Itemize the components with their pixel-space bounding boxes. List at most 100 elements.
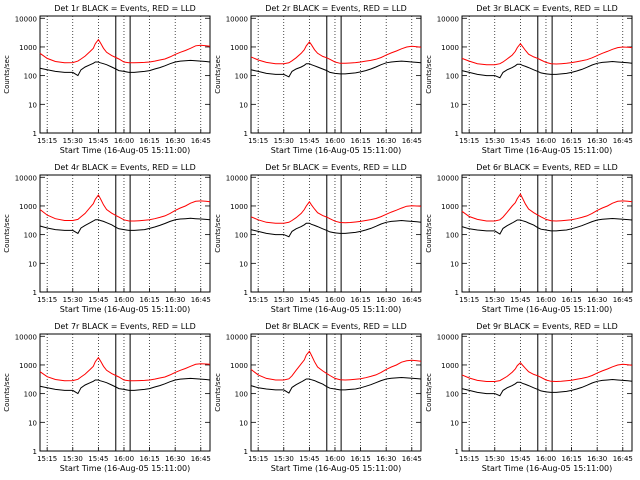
y-tick-label: 1000	[19, 203, 37, 211]
series-line-events	[461, 217, 633, 235]
x-tick-label: 16:15	[139, 296, 159, 304]
y-tick-label: 100	[235, 391, 248, 399]
y-tick-label: 1	[244, 448, 248, 456]
x-tick-label: 16:30	[376, 455, 396, 463]
series-line-events	[250, 60, 422, 78]
x-tick-label: 16:15	[561, 296, 581, 304]
y-tick-label: 10000	[437, 333, 459, 341]
plot-frame	[250, 333, 422, 452]
y-tick-label: 100	[446, 73, 459, 81]
x-tick-label: 15:15	[248, 296, 268, 304]
chart-title: Det 8r BLACK = Events, RED = LLD	[265, 322, 407, 331]
x-tick-label: 15:15	[37, 296, 57, 304]
y-tick-label: 100	[235, 73, 248, 81]
y-tick-label: 10000	[437, 174, 459, 182]
x-tick-label: 16:45	[613, 137, 633, 145]
x-axis-label: Start Time (16-Aug-05 15:11:00)	[482, 305, 613, 314]
y-tick-label: 100	[235, 232, 248, 240]
chart-title: Det 5r BLACK = Events, RED = LLD	[265, 163, 407, 172]
x-tick-label: 15:30	[274, 455, 294, 463]
x-tick-label: 15:30	[63, 455, 83, 463]
x-tick-label: 15:45	[299, 137, 319, 145]
series-line-events	[461, 60, 633, 79]
y-tick-label: 1000	[230, 203, 248, 211]
x-tick-label: 15:15	[37, 137, 57, 145]
x-tick-label: 15:45	[510, 296, 530, 304]
x-tick-label: 16:00	[114, 296, 134, 304]
y-tick-label: 100	[24, 391, 37, 399]
y-tick-label: 10	[239, 260, 248, 268]
series-line-events	[461, 378, 633, 397]
x-tick-label: 16:45	[191, 137, 211, 145]
x-tick-label: 16:00	[325, 296, 345, 304]
x-tick-label: 16:30	[376, 137, 396, 145]
y-tick-label: 1	[244, 130, 248, 138]
chart-panel: Det 8r BLACK = Events, RED = LLD 15:15 15:…	[214, 322, 422, 473]
series-line-lld	[39, 356, 211, 382]
chart-panel: Det 7r BLACK = Events, RED = LLD 15:15 15:…	[3, 322, 211, 473]
x-tick-label: 16:15	[350, 296, 370, 304]
y-tick-label: 10000	[437, 15, 459, 23]
x-axis-label: Start Time (16-Aug-05 15:11:00)	[482, 464, 613, 473]
y-axis-label: Counts/sec	[3, 373, 11, 412]
x-tick-label: 16:00	[325, 137, 345, 145]
y-tick-label: 1	[33, 130, 37, 138]
x-axis-label: Start Time (16-Aug-05 15:11:00)	[482, 146, 613, 155]
y-tick-label: 1000	[441, 362, 459, 370]
plot-frame	[39, 333, 211, 452]
chart-panel: Det 5r BLACK = Events, RED = LLD 15:15 15:…	[214, 163, 422, 314]
series-line-events	[250, 376, 422, 394]
x-tick-label: 16:45	[191, 455, 211, 463]
series-line-events	[39, 377, 211, 395]
x-tick-label: 16:00	[536, 296, 556, 304]
x-tick-label: 15:15	[37, 455, 57, 463]
x-tick-label: 16:45	[402, 296, 422, 304]
y-tick-label: 10	[28, 101, 37, 109]
x-tick-label: 15:30	[485, 137, 505, 145]
x-tick-label: 16:45	[613, 455, 633, 463]
y-tick-label: 10	[28, 260, 37, 268]
chart-title: Det 9r BLACK = Events, RED = LLD	[476, 322, 618, 331]
y-tick-label: 1	[244, 289, 248, 297]
y-tick-label: 10000	[226, 15, 248, 23]
y-axis-label: Counts/sec	[214, 373, 222, 412]
y-tick-label: 10	[450, 260, 459, 268]
y-tick-label: 10	[28, 419, 37, 427]
x-axis-label: Start Time (16-Aug-05 15:11:00)	[60, 305, 191, 314]
y-tick-label: 1	[33, 289, 37, 297]
series-line-lld	[250, 41, 422, 65]
plot-frame	[39, 174, 211, 293]
x-tick-label: 16:30	[376, 296, 396, 304]
y-axis-label: Counts/sec	[3, 55, 11, 94]
series-line-lld	[39, 194, 211, 222]
x-tick-label: 16:00	[325, 455, 345, 463]
x-tick-label: 16:30	[587, 296, 607, 304]
y-axis-label: Counts/sec	[425, 373, 433, 412]
y-tick-label: 10000	[226, 174, 248, 182]
x-tick-label: 16:30	[587, 455, 607, 463]
chart-title: Det 4r BLACK = Events, RED = LLD	[54, 163, 196, 172]
y-tick-label: 10000	[15, 333, 37, 341]
series-line-lld	[250, 350, 422, 381]
series-line-events	[39, 59, 211, 77]
y-tick-label: 100	[446, 232, 459, 240]
series-line-events	[250, 219, 422, 238]
y-tick-label: 1000	[19, 362, 37, 370]
x-tick-label: 16:45	[402, 137, 422, 145]
x-tick-label: 15:30	[485, 296, 505, 304]
x-tick-label: 15:15	[459, 137, 479, 145]
y-tick-label: 10000	[15, 174, 37, 182]
y-tick-label: 10000	[226, 333, 248, 341]
x-tick-label: 16:45	[402, 455, 422, 463]
x-tick-label: 16:15	[350, 455, 370, 463]
x-tick-label: 15:30	[63, 296, 83, 304]
x-tick-label: 15:30	[274, 137, 294, 145]
x-tick-label: 15:30	[63, 137, 83, 145]
plot-frame	[461, 174, 633, 293]
x-tick-label: 15:30	[274, 296, 294, 304]
chart-panel: Det 4r BLACK = Events, RED = LLD 15:15 15:…	[3, 163, 211, 314]
y-tick-label: 10	[450, 419, 459, 427]
y-tick-label: 10	[450, 101, 459, 109]
x-tick-label: 16:15	[561, 455, 581, 463]
